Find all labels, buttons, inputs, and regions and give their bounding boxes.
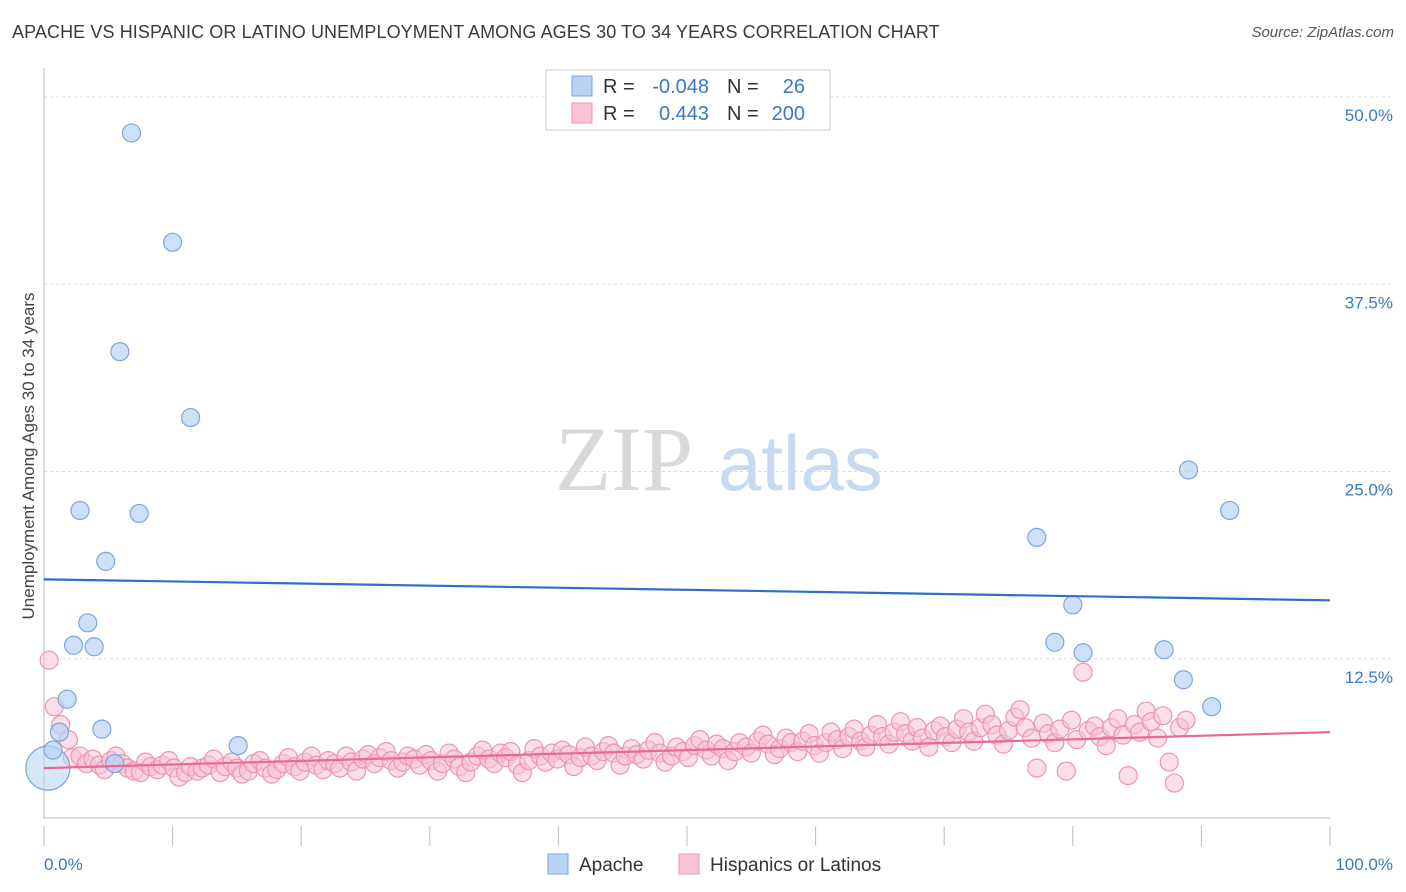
y-tick-label-0: 12.5% — [1345, 668, 1393, 687]
hispanic-points — [39, 650, 1196, 793]
hispanic-point — [1176, 710, 1196, 730]
hispanic-trend-line — [43, 731, 1331, 770]
apache-point — [84, 637, 104, 657]
stats-legend: R = -0.048 N = 26 R = 0.443 N = 200 — [545, 69, 831, 131]
hispanic-point — [1056, 761, 1076, 781]
hisp-r-label: R = — [603, 103, 635, 125]
axes — [43, 68, 1331, 846]
y-tick-label-1: 25.0% — [1345, 481, 1393, 500]
apache-point — [1073, 643, 1093, 663]
zipatlas-watermark: ZIP atlas — [555, 408, 883, 510]
legend-hisp-label: Hispanics or Latinos — [710, 855, 881, 876]
y-axis-label: Unemployment Among Ages 30 to 34 years — [19, 293, 38, 620]
stats-legend-apache-swatch — [571, 75, 593, 97]
hispanic-point — [1153, 706, 1173, 726]
apache-point — [70, 500, 90, 521]
apache-point — [163, 232, 183, 252]
hisp-n-value: 200 — [772, 103, 805, 125]
x-tick-labels: 0.0% 100.0% — [44, 855, 1393, 874]
grid-lines — [44, 96, 1392, 660]
apache-n-value: 26 — [783, 76, 805, 98]
apache-point — [129, 503, 149, 524]
apache-point — [49, 722, 70, 742]
series-legend: Apache Hispanics or Latinos — [547, 853, 881, 876]
legend-apache-swatch — [547, 853, 569, 875]
x-tick-label-1: 100.0% — [1335, 855, 1393, 874]
apache-point — [1154, 640, 1174, 660]
apache-point — [57, 689, 77, 709]
hispanic-point — [919, 737, 939, 757]
x-tick-label-0: 0.0% — [44, 855, 83, 874]
legend-apache-label: Apache — [579, 855, 643, 876]
hispanic-point — [1022, 728, 1042, 748]
apache-point — [1202, 697, 1222, 717]
apache-r-value: -0.048 — [652, 76, 709, 98]
apache-point — [1178, 460, 1199, 480]
apache-point — [228, 736, 248, 756]
y-tick-label-2: 37.5% — [1345, 293, 1393, 312]
hisp-r-value: 0.443 — [659, 103, 709, 125]
hispanic-point — [1096, 736, 1116, 756]
apache-point — [92, 719, 112, 739]
hispanic-point — [1027, 758, 1047, 778]
watermark-atlas: atlas — [718, 419, 883, 507]
hispanic-point — [1061, 710, 1082, 730]
apache-point — [181, 407, 201, 428]
apache-point — [1063, 595, 1083, 615]
hispanic-point — [1108, 709, 1128, 729]
chart-title: APACHE VS HISPANIC OR LATINO UNEMPLOYMEN… — [12, 22, 940, 42]
hispanic-point — [1164, 773, 1184, 793]
apache-r-label: R = — [603, 76, 635, 98]
trend-lines — [43, 578, 1331, 770]
apache-point — [1173, 670, 1193, 690]
stats-legend-hisp-swatch — [571, 102, 593, 124]
hispanic-point — [39, 650, 59, 670]
apache-trend-line — [43, 578, 1331, 602]
stats-legend-box — [545, 69, 831, 131]
apache-point — [110, 342, 130, 362]
apache-point — [1045, 632, 1065, 652]
apache-point — [63, 635, 84, 655]
hisp-n-label: N = — [727, 103, 759, 125]
legend-hisp-swatch — [678, 853, 700, 875]
apache-point — [43, 740, 63, 760]
apache-point — [121, 123, 142, 143]
apache-point — [1220, 500, 1240, 521]
apache-n-label: N = — [727, 76, 759, 98]
hispanic-point — [1073, 662, 1093, 682]
apache-point — [96, 551, 116, 571]
y-tick-labels: 12.5% 25.0% 37.5% 50.0% — [1345, 106, 1393, 687]
hispanic-point — [1118, 765, 1138, 786]
apache-point — [78, 613, 98, 633]
watermark-zip: ZIP — [555, 408, 693, 510]
hispanic-point — [1010, 700, 1030, 720]
source-label: Source: ZipAtlas.com — [1251, 24, 1394, 41]
apache-point — [105, 754, 125, 774]
hispanic-point — [1159, 752, 1179, 772]
y-tick-label-3: 50.0% — [1345, 106, 1393, 125]
apache-point — [1027, 527, 1047, 548]
